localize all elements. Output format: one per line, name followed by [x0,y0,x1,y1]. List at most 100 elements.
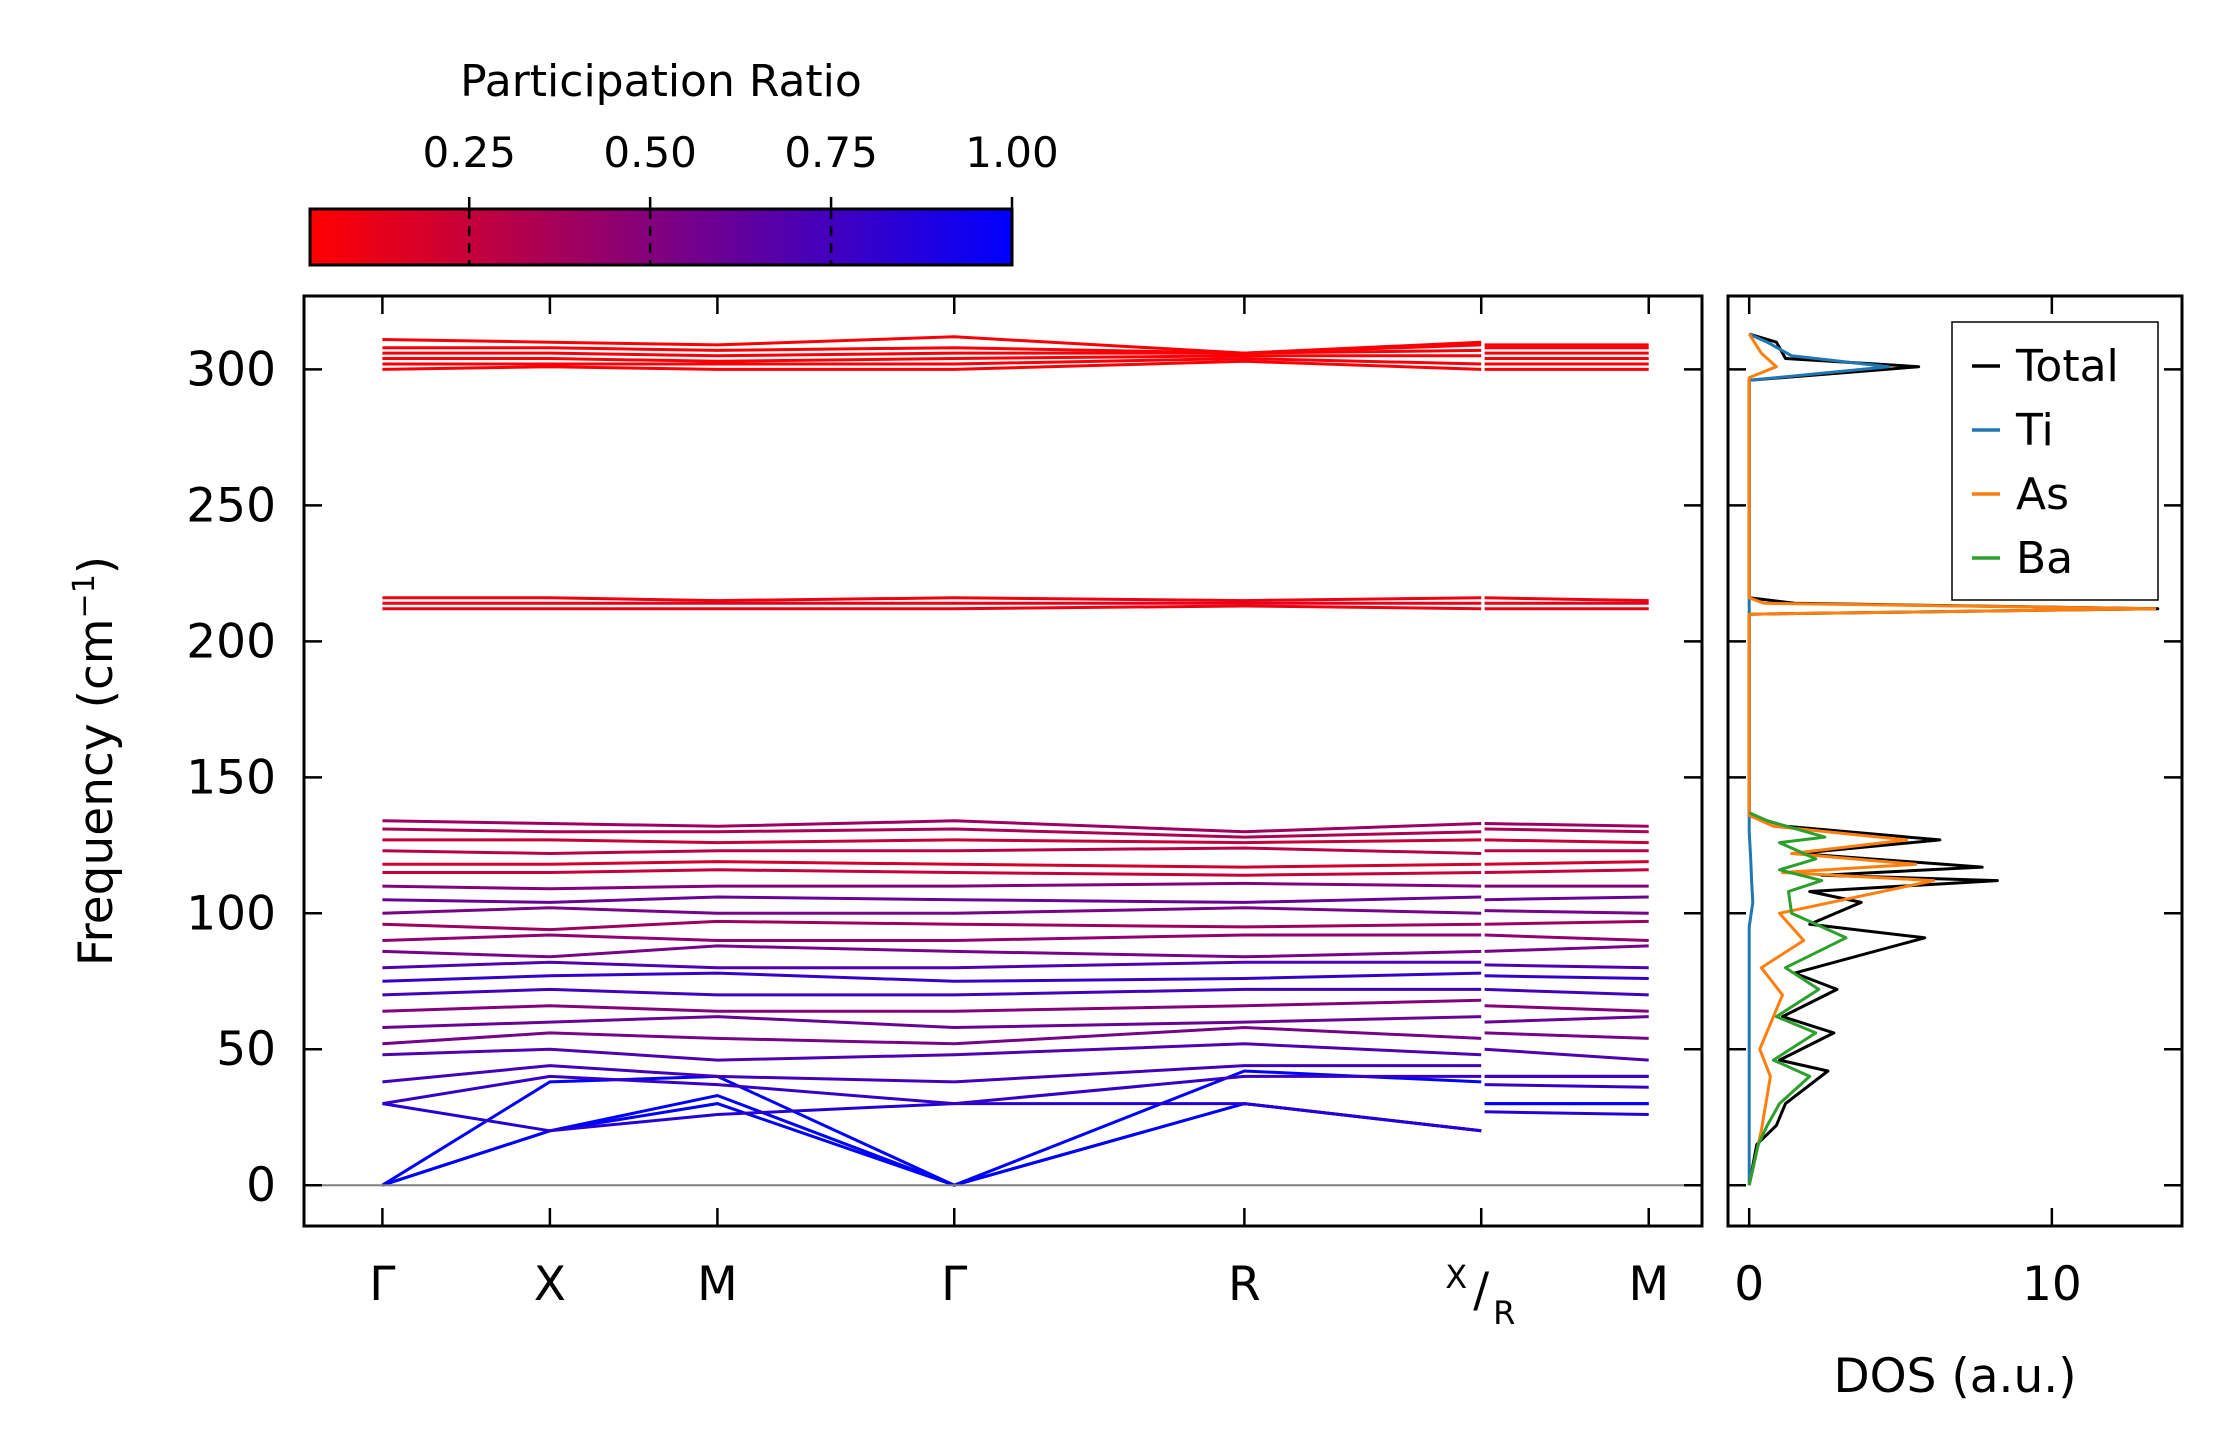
band-line [1484,1031,1649,1040]
band-line [382,819,1482,834]
band-line [1484,827,1649,834]
x-tick-label: X [534,1257,566,1312]
colorbar-ticks: 0.25 0.50 0.75 1.00 [422,128,1059,265]
band-line [1484,596,1649,603]
dos-y-ticks [1728,368,2182,1187]
y-axis-title: Frequency (cm−1) [67,556,124,966]
band-line [382,1102,1482,1133]
band-line [1484,974,1649,980]
legend-label-ba: Ba [2016,533,2073,584]
legend-label-as: As [2016,469,2069,520]
colorbar-tick-label: 0.75 [784,128,878,177]
band-line [382,846,1482,856]
band-line [382,868,1482,877]
x-tick-label-slash: / [1473,1263,1489,1318]
y-axis-title-close: ) [69,556,124,574]
band-x-ticks: Γ X M Γ R X / RM [369,296,1669,1332]
band-line [382,335,1482,355]
band-line [381,1093,1482,1187]
dos-x-tick-label: 10 [2022,1257,2082,1312]
band-line [382,881,1482,891]
x-tick-label: M [697,1257,738,1312]
band-line [382,971,1482,983]
band-line [382,919,1482,932]
band-line [1484,860,1649,866]
y-tick-label: 300 [186,342,276,397]
band-line [1484,822,1649,828]
band-line [382,1025,1482,1046]
colorbar-tick-label: 0.50 [603,128,697,177]
x-tick-label-top: X [1445,1258,1467,1296]
dos-x-tick-label: 0 [1734,1257,1764,1312]
band-line [382,1042,1482,1062]
band-line [1484,1015,1649,1024]
x-tick-label: X / R [1445,1258,1515,1332]
band-line [1484,1110,1649,1116]
dos-line-as [1747,333,2157,1186]
band-line [1484,868,1649,874]
y-axis-title-base: Frequency (cm [69,618,124,966]
band-line [382,895,1482,904]
band-plot-frame [302,294,1704,1228]
y-tick-label: 50 [216,1022,276,1077]
colorbar-tick-label: 1.00 [965,128,1059,177]
legend-label-ti: Ti [2015,405,2054,456]
band-line [1484,895,1649,902]
y-tick-label: 150 [186,750,276,805]
band-line [382,356,1482,366]
band-line [1484,987,1649,997]
y-tick-label: 100 [186,886,276,941]
band-line [381,1069,1482,1187]
band-line [1484,909,1649,915]
band-line [1484,944,1649,953]
colorbar-bar [308,207,1014,267]
band-line [1484,1004,1649,1013]
band-line [382,827,1482,839]
y-tick-label: 0 [246,1158,276,1213]
band-line [382,1064,1482,1084]
band-line [382,860,1482,869]
colorbar-tick-label: 0.25 [422,128,516,177]
dos-lines [1747,332,2160,1186]
band-line [382,960,1482,970]
band-line [1484,963,1649,970]
dos-legend: Total Ti As Ba [1951,321,2159,601]
band-line [382,933,1482,942]
y-tick-label: 200 [186,614,276,669]
y-tick-label: 250 [186,478,276,533]
dos-panel: 0 10 DOS (a.u.) Total Ti As Ba [1726,294,2184,1404]
band-line [382,354,1482,363]
x-tick-label: Γ [941,1257,967,1312]
band-line [382,604,1482,611]
band-line [1484,1083,1649,1089]
x-tick-label: R [1228,1257,1261,1312]
band-line [1484,919,1649,926]
band-line [381,1102,1482,1187]
band-line [382,838,1482,845]
band-line [382,1015,1482,1030]
band-line [382,987,1482,997]
band-line [382,998,1482,1013]
colorbar: Participation Ratio 0.25 0.50 0.75 1.00 [308,56,1059,267]
band-line [382,596,1482,603]
band-line [382,906,1482,915]
colorbar-title: Participation Ratio [460,56,862,107]
band-line [382,1074,1482,1106]
y-axis-title-exponent: −1 [67,574,102,618]
dos-x-ticks: 0 10 [1734,296,2082,1312]
x-axis-title-dos: DOS (a.u.) [1833,1349,2076,1404]
x-tick-label: M [1628,1257,1669,1312]
x-tick-label-bottom: R [1493,1294,1515,1332]
dos-plot-frame [1726,294,2184,1228]
band-line [382,944,1482,959]
band-y-ticks: 0 50 100 150 200 250 300 [186,342,1702,1213]
legend-label-total: Total [2015,341,2119,392]
band-line [382,359,1482,371]
x-tick-label: Γ [369,1257,395,1312]
band-line [1484,838,1649,845]
dos-line-ti [1747,332,1890,1186]
band-line [1484,1047,1649,1062]
band-line [1484,933,1649,942]
